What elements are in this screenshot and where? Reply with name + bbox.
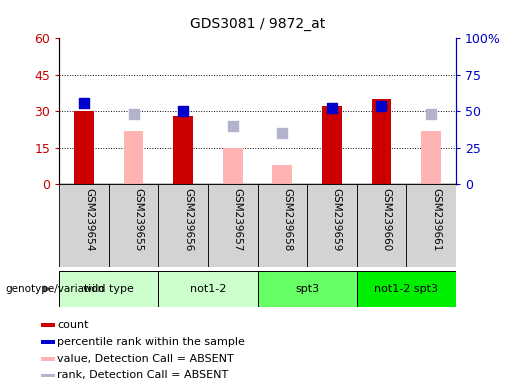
Text: GSM239655: GSM239655 [133,189,144,252]
Point [377,103,386,109]
Text: genotype/variation: genotype/variation [5,284,104,294]
Bar [41,357,55,361]
Bar [159,271,258,307]
Text: spt3: spt3 [295,284,319,294]
Bar [356,271,456,307]
Text: count: count [57,320,89,330]
Text: GSM239661: GSM239661 [431,189,441,252]
Bar [322,106,342,184]
Bar [307,184,356,267]
Point [427,111,435,118]
Point [328,105,336,111]
Bar [124,131,144,184]
Text: GSM239657: GSM239657 [233,189,243,252]
Bar [223,148,243,184]
Text: rank, Detection Call = ABSENT: rank, Detection Call = ABSENT [57,371,229,381]
Bar [356,184,406,267]
Bar [159,184,208,267]
Bar [41,340,55,344]
Bar [258,184,307,267]
Bar [59,271,159,307]
Bar [272,165,292,184]
Text: not1-2 spt3: not1-2 spt3 [374,284,438,294]
Text: percentile rank within the sample: percentile rank within the sample [57,337,245,347]
Text: wild type: wild type [83,284,134,294]
Text: GSM239658: GSM239658 [282,189,293,252]
Text: GSM239656: GSM239656 [183,189,193,252]
Point [129,111,138,118]
Bar [41,374,55,377]
Bar [59,184,109,267]
Text: value, Detection Call = ABSENT: value, Detection Call = ABSENT [57,354,234,364]
Text: GSM239660: GSM239660 [382,189,391,252]
Text: not1-2: not1-2 [190,284,226,294]
Point [80,99,88,106]
Bar [371,99,391,184]
Text: GSM239659: GSM239659 [332,189,342,252]
Bar [406,184,456,267]
Point [229,123,237,129]
Bar [258,271,356,307]
Point [278,130,286,136]
Bar [421,131,441,184]
Bar [208,184,258,267]
Bar [41,323,55,327]
Bar [109,184,159,267]
Point [179,108,187,114]
Text: GDS3081 / 9872_at: GDS3081 / 9872_at [190,17,325,31]
Text: GSM239654: GSM239654 [84,189,94,252]
Bar [173,116,193,184]
Bar [74,111,94,184]
